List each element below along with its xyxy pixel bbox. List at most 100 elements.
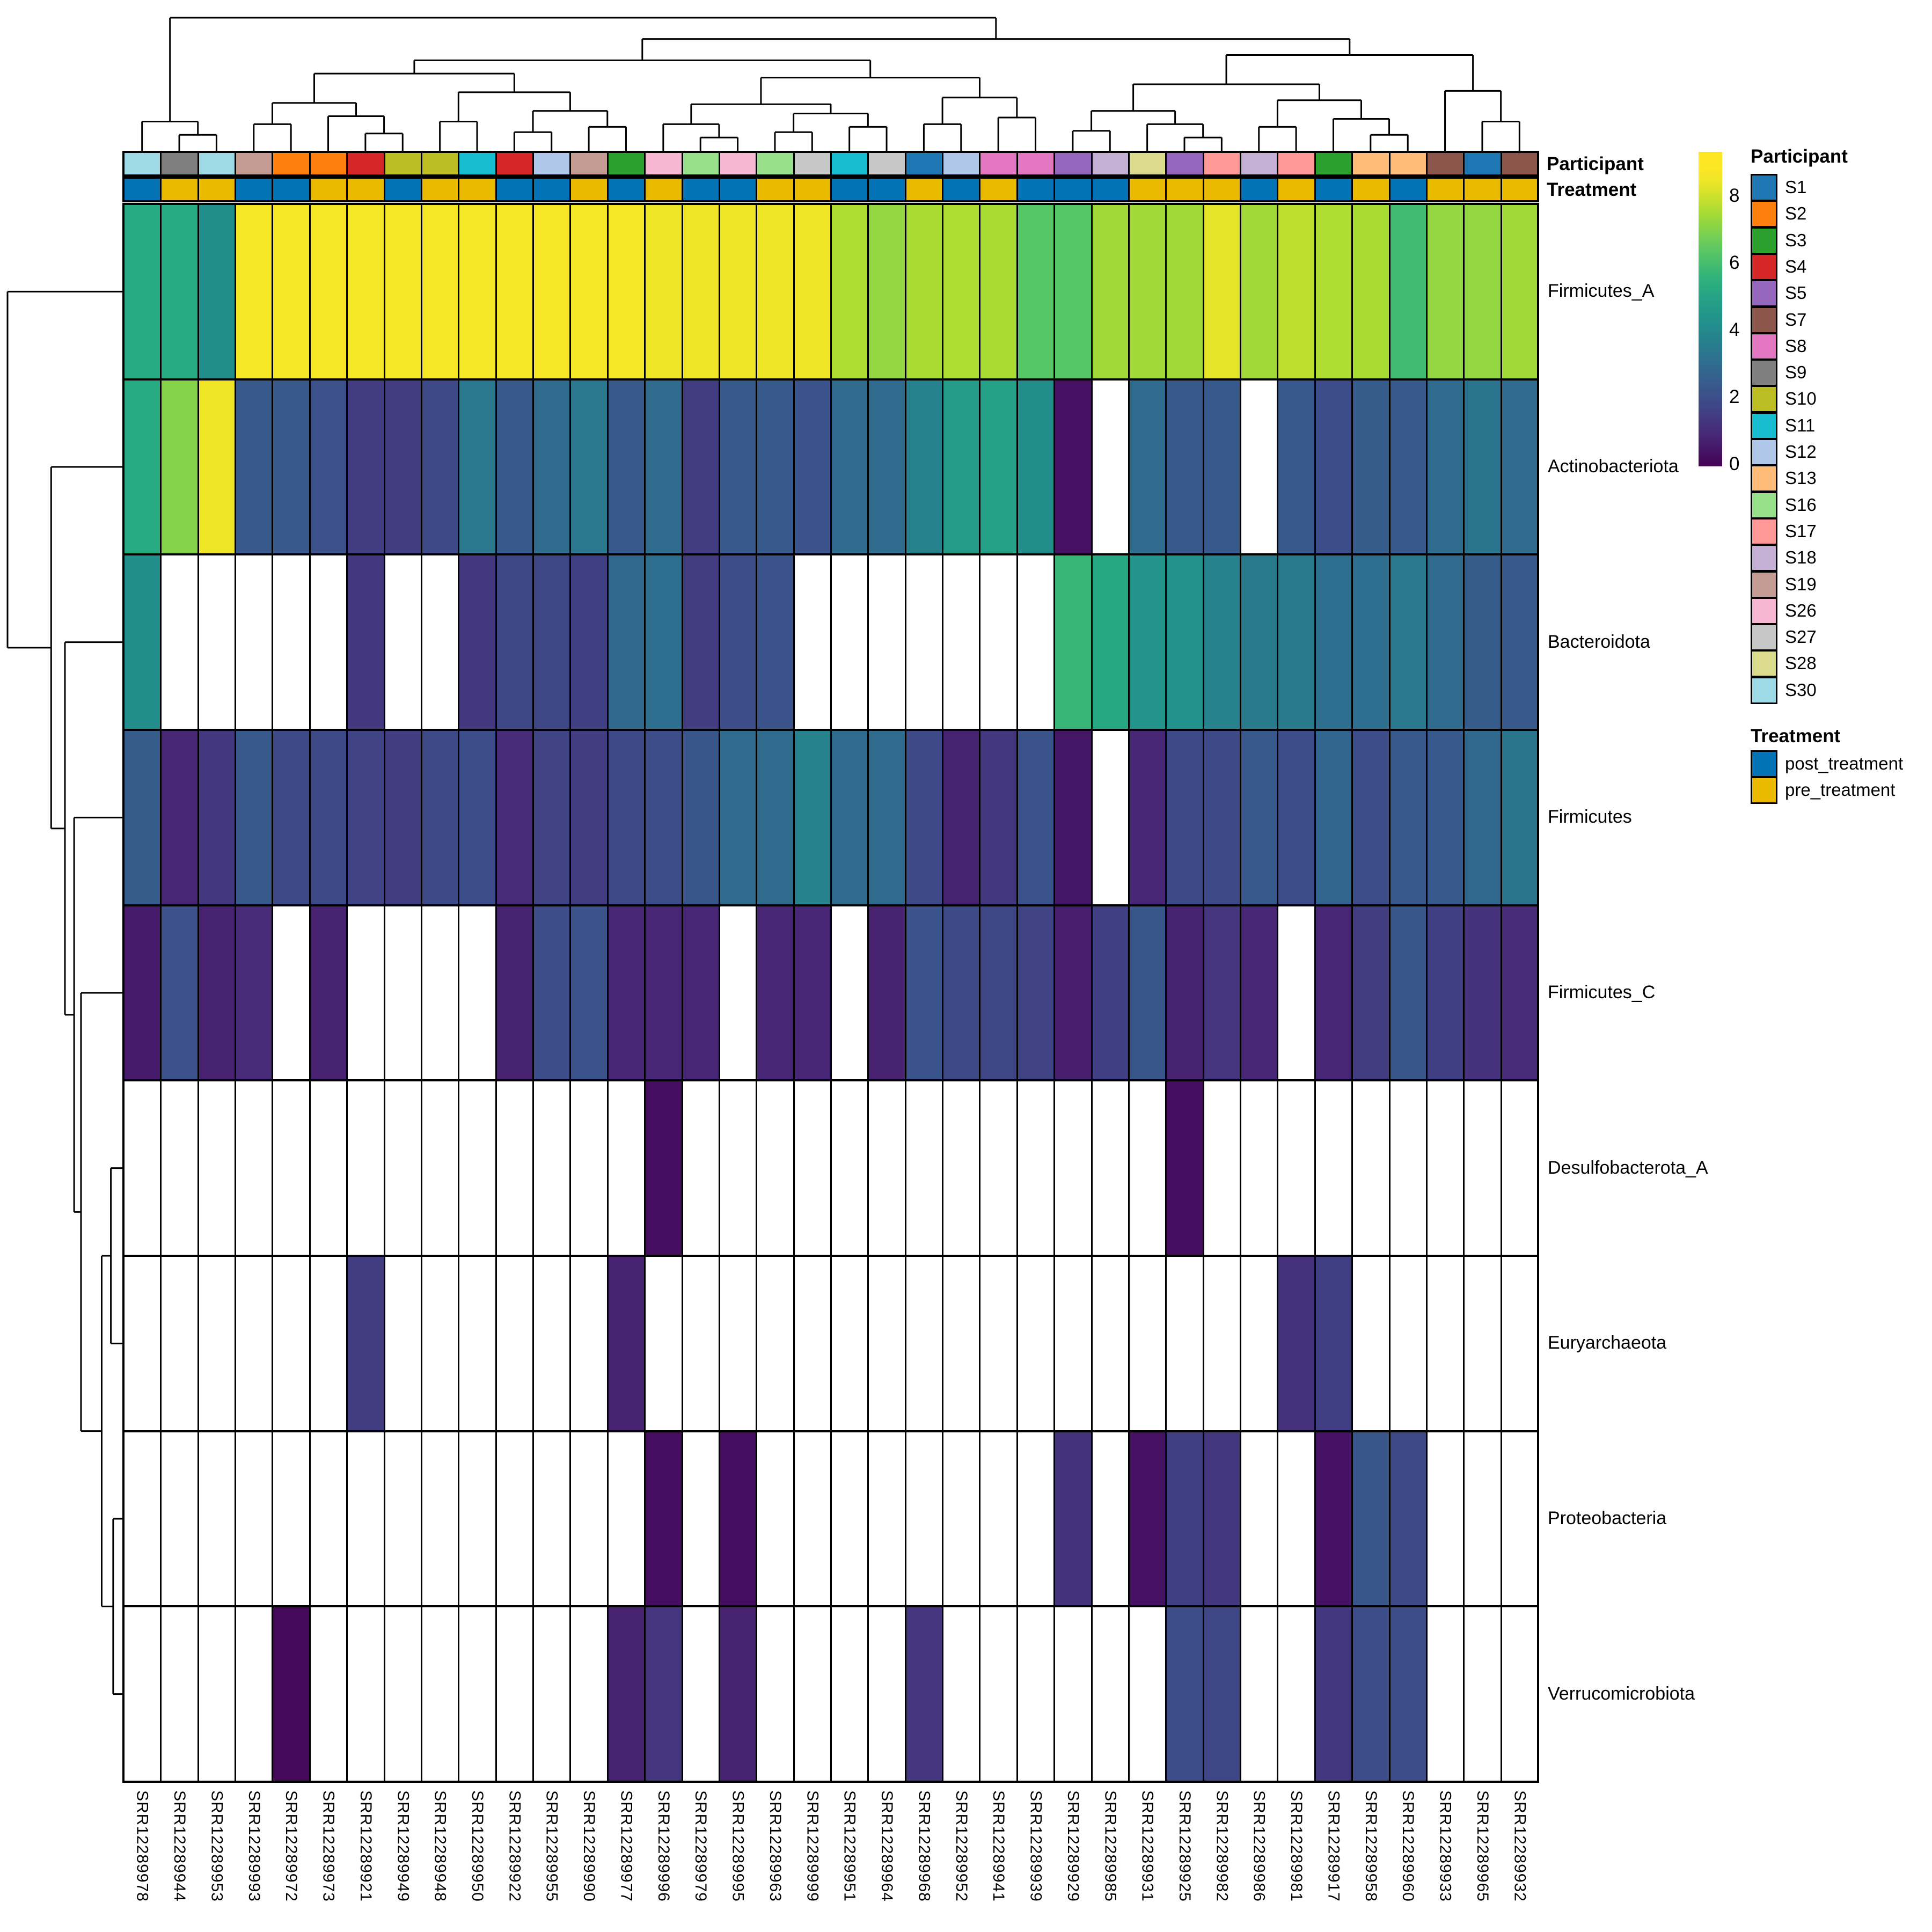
treatment-annotation-cell — [309, 178, 348, 201]
heatmap-cell — [1054, 1256, 1092, 1432]
treatment-legend-label: pre_treatment — [1785, 780, 1896, 800]
colorbar-tick-label: 2 — [1729, 386, 1740, 407]
heatmap-cell — [495, 1431, 534, 1607]
participant-legend-label: S3 — [1785, 230, 1807, 250]
heatmap-cell — [570, 730, 608, 906]
participant-annotation-cell — [197, 152, 236, 175]
participant-annotation-cell — [123, 152, 162, 175]
heatmap-cell — [607, 905, 646, 1081]
row-label: Verrucomicrobiota — [1548, 1683, 1695, 1704]
row-dendrogram — [6, 290, 122, 1695]
treatment-legend-label: post_treatment — [1785, 753, 1904, 773]
heatmap-cell — [1352, 204, 1390, 380]
heatmap-cell — [1016, 1256, 1055, 1432]
heatmap-cell — [570, 1606, 608, 1782]
heatmap-cell — [384, 1256, 422, 1432]
heatmap-cell — [645, 1256, 683, 1432]
heatmap-cell — [160, 1080, 199, 1256]
heatmap-cell — [942, 1606, 980, 1782]
heatmap-cell — [793, 1606, 831, 1782]
heatmap-cell — [197, 1080, 236, 1256]
heatmap-cell — [309, 1431, 348, 1607]
heatmap-cell — [719, 730, 757, 906]
column-label: SRR12289955 — [543, 1790, 561, 1902]
heatmap-cell — [458, 204, 496, 380]
heatmap-cell — [1054, 554, 1092, 730]
heatmap-cell — [1054, 1606, 1092, 1782]
heatmap-cell — [905, 379, 943, 555]
column-label: SRR12289972 — [282, 1790, 301, 1902]
heatmap-cell — [682, 730, 720, 906]
heatmap-cell — [1352, 379, 1390, 555]
heatmap-cell — [1463, 730, 1502, 906]
heatmap-cell — [235, 730, 273, 906]
column-label: SRR12289950 — [469, 1790, 486, 1902]
heatmap-cell — [309, 730, 348, 906]
heatmap-cell — [1128, 905, 1167, 1081]
heatmap-cell — [458, 1606, 496, 1782]
heatmap-cell — [942, 1256, 980, 1432]
treatment-annotation-cell — [1277, 178, 1315, 201]
heatmap-cell — [1277, 905, 1315, 1081]
row-label: Firmicutes_A — [1548, 281, 1655, 302]
participant-legend-label: S19 — [1785, 574, 1817, 594]
heatmap-cell — [868, 730, 906, 906]
heatmap-cell — [645, 554, 683, 730]
participant-legend-swatch — [1751, 570, 1777, 598]
treatment-annotation-cell — [942, 178, 980, 201]
heatmap-cell — [1352, 1256, 1390, 1432]
heatmap-cell — [607, 554, 646, 730]
heatmap-cell — [1501, 1431, 1539, 1607]
heatmap-cell — [979, 554, 1018, 730]
heatmap-cell — [645, 730, 683, 906]
heatmap-cell — [533, 1606, 571, 1782]
heatmap-cell — [645, 1606, 683, 1782]
participant-annotation-cell — [719, 152, 757, 175]
heatmap-cell — [979, 905, 1018, 1081]
participant-legend-title: Participant — [1751, 146, 1848, 167]
heatmap-cell — [1501, 204, 1539, 380]
heatmap-cell — [756, 1431, 794, 1607]
treatment-annotation-cell — [272, 178, 310, 201]
participant-annotation-cell — [384, 152, 422, 175]
heatmap-cell — [384, 1606, 422, 1782]
heatmap-cell — [1389, 554, 1427, 730]
participant-annotation-cell — [607, 152, 646, 175]
participant-annotation-cell — [570, 152, 608, 175]
heatmap-cell — [682, 1606, 720, 1782]
participant-annotation-cell — [421, 152, 459, 175]
column-label: SRR12289982 — [1213, 1790, 1231, 1902]
treatment-annotation-cell — [756, 178, 794, 201]
heatmap-cell — [1128, 379, 1167, 555]
heatmap-cell — [682, 1080, 720, 1256]
heatmap-cell — [1277, 1256, 1315, 1432]
heatmap-cell — [1203, 1606, 1241, 1782]
participant-legend-label: S7 — [1785, 309, 1807, 330]
heatmap-cell — [160, 1431, 199, 1607]
heatmap-cell — [123, 905, 162, 1081]
column-dendrogram — [141, 17, 1520, 151]
heatmap-cell — [942, 730, 980, 906]
participant-legend-label: S17 — [1785, 521, 1817, 541]
column-label: SRR12289995 — [729, 1790, 747, 1902]
heatmap-cell — [272, 379, 310, 555]
heatmap-cell — [1128, 1256, 1167, 1432]
heatmap-cell — [831, 379, 869, 555]
heatmap-cell — [905, 1431, 943, 1607]
heatmap-cell — [384, 554, 422, 730]
heatmap-cell — [160, 554, 199, 730]
heatmap-cell — [347, 1080, 385, 1256]
heatmap-cell — [1128, 1431, 1167, 1607]
treatment-annotation-cell — [1501, 178, 1539, 201]
colorbar-tick-label: 4 — [1729, 319, 1740, 340]
heatmap-cell — [645, 1080, 683, 1256]
heatmap-cell — [607, 379, 646, 555]
heatmap-cell — [1016, 379, 1055, 555]
heatmap-cell — [1426, 1431, 1465, 1607]
heatmap-cell — [793, 730, 831, 906]
heatmap-cell — [1314, 1256, 1353, 1432]
heatmap-cell — [793, 204, 831, 380]
participant-legend-label: S10 — [1785, 389, 1817, 409]
participant-annotation-cell — [235, 152, 273, 175]
